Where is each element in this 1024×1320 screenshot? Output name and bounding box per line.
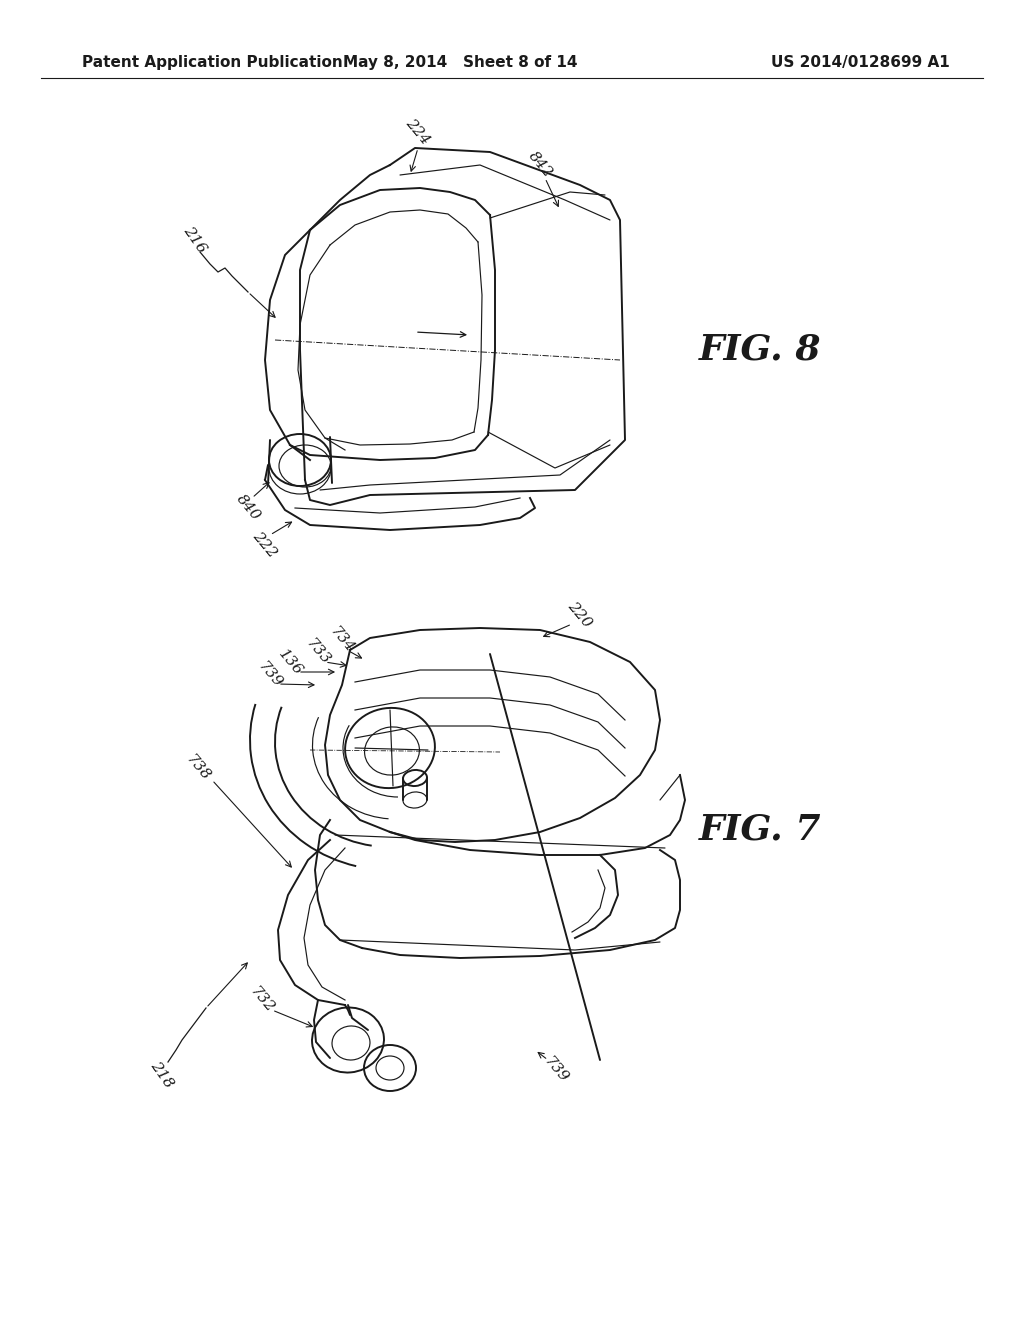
Text: 224: 224 (403, 116, 433, 148)
Text: FIG. 7: FIG. 7 (698, 813, 821, 847)
Text: 216: 216 (181, 224, 209, 256)
Text: 738: 738 (183, 752, 213, 784)
Text: 136: 136 (275, 647, 305, 678)
Text: 733: 733 (303, 636, 333, 668)
Text: FIG. 8: FIG. 8 (698, 333, 821, 367)
Text: 218: 218 (147, 1059, 176, 1092)
Text: 222: 222 (250, 529, 280, 561)
Text: 739: 739 (542, 1055, 570, 1086)
Text: 840: 840 (233, 492, 263, 524)
Text: May 8, 2014   Sheet 8 of 14: May 8, 2014 Sheet 8 of 14 (343, 54, 578, 70)
Text: 734: 734 (328, 624, 356, 656)
Text: Patent Application Publication: Patent Application Publication (82, 54, 343, 70)
Text: 739: 739 (255, 659, 285, 690)
Text: US 2014/0128699 A1: US 2014/0128699 A1 (771, 54, 950, 70)
Text: 732: 732 (247, 985, 276, 1015)
Text: 220: 220 (565, 599, 595, 631)
Text: 842: 842 (525, 149, 555, 181)
